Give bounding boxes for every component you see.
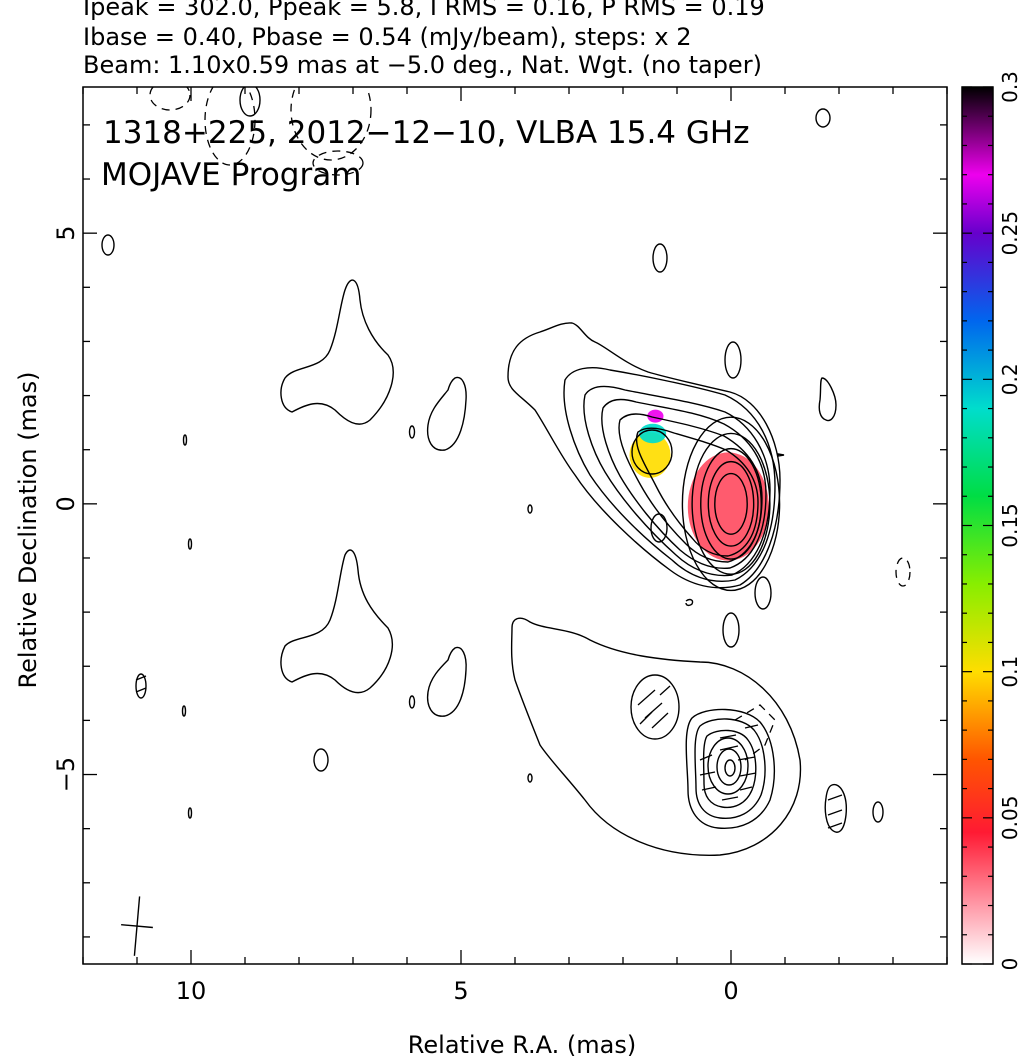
small-contour-k <box>410 426 415 438</box>
x-tick-label: 0 <box>723 977 738 1005</box>
lower-small-e <box>183 706 186 716</box>
polarization-patch <box>688 452 769 560</box>
x-tick-label: 10 <box>176 977 207 1005</box>
axis-tick-labels: 10 5 0 5 0 −5 <box>52 226 739 1005</box>
small-contour-o <box>686 600 693 606</box>
evpa-vector <box>722 797 738 800</box>
small-contour-g <box>102 235 114 255</box>
lower-contour-3 <box>695 719 765 818</box>
lower-diffuse-left <box>281 550 392 693</box>
program-annotation: MOJAVE Program <box>101 157 361 193</box>
lower-contour-6 <box>717 749 741 785</box>
colorbar-tick-label: 0.1 <box>998 656 1022 688</box>
plot-frame <box>83 87 947 964</box>
evpa-vector <box>640 712 652 724</box>
evpa-vector <box>700 755 712 760</box>
colorbar-tick-label: 0.05 <box>998 796 1022 841</box>
map-chart: 1318+225, 2012−12−10, VLBA 15.4 GHz MOJA… <box>0 0 1022 1061</box>
lower-outer-contour <box>512 618 801 855</box>
lower-small-f <box>410 696 415 708</box>
source-annotation: 1318+225, 2012−12−10, VLBA 15.4 GHz <box>103 115 749 151</box>
lower-knot-contour <box>631 675 679 739</box>
evpa-vector <box>828 795 842 800</box>
lower-contour-7 <box>725 760 735 776</box>
small-contour-f <box>723 613 739 647</box>
neg-contour-e <box>896 558 910 586</box>
neg-contour-c <box>150 80 190 110</box>
small-contour-h <box>816 109 830 127</box>
small-contour-m <box>189 539 192 549</box>
colorbar-tick-label: 0.2 <box>998 363 1022 395</box>
evpa-vector <box>740 787 752 790</box>
evpa-vector <box>136 688 146 692</box>
small-contour-a <box>653 244 667 272</box>
y-tick-label: −5 <box>52 757 80 792</box>
map-area <box>102 60 910 956</box>
colorbar-tick-label: 0.3 <box>998 71 1022 103</box>
evpa-vector <box>638 690 655 705</box>
colorbar-tick-label: 0 <box>998 958 1022 971</box>
colorbar-tick-label: 0.15 <box>998 503 1022 548</box>
evpa-vector <box>828 810 842 815</box>
small-contour-j <box>184 435 187 445</box>
colorbar-tick-label: 0.25 <box>998 211 1022 256</box>
y-axis-label: Relative Declination (mas) <box>14 371 42 688</box>
evpa-vector <box>660 686 670 695</box>
diffuse-feature-mid <box>428 377 467 450</box>
lower-small-g <box>189 808 192 818</box>
small-contour-e <box>755 577 771 609</box>
axis-ticks <box>83 87 947 964</box>
small-contour-i <box>240 84 260 116</box>
evpa-vector <box>828 823 842 828</box>
evpa-vector <box>700 772 715 775</box>
lower-diffuse-mid <box>428 647 467 716</box>
lower-small-h <box>528 774 532 782</box>
x-tick-label: 5 <box>453 977 468 1005</box>
y-tick-label: 5 <box>52 226 80 241</box>
polarization-map <box>629 410 768 561</box>
colorbar-tick-labels: 0 0.05 0.1 0.15 0.2 0.25 0.3 <box>998 71 1022 970</box>
small-contour-n <box>778 454 784 456</box>
small-contour-l <box>528 505 532 513</box>
beam-cross <box>121 896 153 955</box>
diffuse-feature-left <box>281 280 393 424</box>
small-contour-b <box>725 342 741 378</box>
lower-small-c <box>314 749 328 771</box>
lower-small-b <box>873 802 883 822</box>
evpa-vector <box>652 713 668 728</box>
small-contour-c <box>819 378 836 420</box>
y-tick-label: 0 <box>52 496 80 511</box>
x-axis-label: Relative R.A. (mas) <box>408 1031 636 1059</box>
